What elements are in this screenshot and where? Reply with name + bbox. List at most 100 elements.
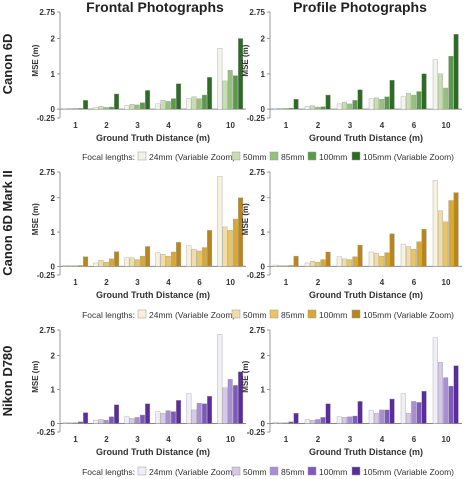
bar-3-4 xyxy=(139,255,145,267)
legend-row-2: Focal lengths: 24mm (Variable Zoom) 50mm 85… xyxy=(82,309,454,320)
bar-2-4 xyxy=(108,106,114,110)
x-tick-label: 10 xyxy=(226,435,235,444)
bar-6-4 xyxy=(201,403,207,424)
bar-10-4 xyxy=(232,385,238,424)
bar-6-3 xyxy=(411,249,417,267)
bar-6-1 xyxy=(186,245,192,267)
y-axis-label: MSE (m) xyxy=(241,44,250,76)
x-tick-label: 1 xyxy=(73,435,78,444)
bar-3-2 xyxy=(342,258,347,267)
legend-label-4: 100mm xyxy=(319,467,347,477)
x-tick-label: 1 xyxy=(284,121,289,130)
bar-2-4 xyxy=(320,106,326,110)
bar-6-1 xyxy=(186,98,192,110)
x-tick-label: 2 xyxy=(316,435,321,444)
bar-1-4 xyxy=(288,265,294,267)
x-tick-label: 10 xyxy=(442,121,451,130)
bar-10-3 xyxy=(227,230,233,267)
legend-label-5: 105mm (Variable Zoom) xyxy=(363,310,454,320)
bar-1-5 xyxy=(83,412,89,424)
x-tick-label: 2 xyxy=(104,278,109,287)
bar-4-3 xyxy=(379,409,385,424)
x-tick-label: 4 xyxy=(380,121,385,130)
x-tick-label: 6 xyxy=(197,121,202,130)
legend-label-2: 50mm xyxy=(243,310,267,320)
chart-panel-6: -0.250 1 2 2.75 MSE (m) 1 2 3 4 6 10 Ground Truth D… xyxy=(241,326,462,457)
y-tick-label: 0 xyxy=(261,105,266,114)
bar-10-3 xyxy=(227,379,233,424)
bar-4-5 xyxy=(176,242,182,267)
x-tick-label: 6 xyxy=(412,278,417,287)
legend-swatch-1 xyxy=(137,466,147,476)
y-tick-label: -0.25 xyxy=(37,271,56,280)
bar-10-5 xyxy=(453,192,459,267)
y-axis-label: MSE (m) xyxy=(31,203,40,235)
y-tick-label: 0 xyxy=(261,420,266,429)
bar-1-4 xyxy=(77,108,83,110)
column-title-profile: Profile Photographs xyxy=(293,0,427,15)
row-title: Nikon D780 xyxy=(0,346,15,417)
bar-2-3 xyxy=(103,107,109,110)
bar-3-1 xyxy=(336,103,342,110)
bar-2-2 xyxy=(310,261,315,267)
bar-1-5 xyxy=(293,413,299,424)
x-tick-label: 2 xyxy=(316,121,321,130)
bar-3-3 xyxy=(347,103,353,110)
chart-panel-4: -0.250 1 2 2.75 MSE (m) 1 2 3 4 6 10 Ground Truth D… xyxy=(241,168,462,300)
bar-6-3 xyxy=(196,250,202,267)
x-axis-label: Ground Truth Distance (m) xyxy=(309,290,423,300)
bar-2-1 xyxy=(304,106,310,110)
bar-6-5 xyxy=(207,396,213,424)
legend-label-4: 100mm xyxy=(319,152,347,162)
y-tick-label: 2 xyxy=(261,194,266,203)
y-tick-label: 2 xyxy=(51,35,56,44)
bar-3-4 xyxy=(352,415,358,424)
legend-swatch-3 xyxy=(269,151,279,161)
bar-1-2 xyxy=(67,108,73,110)
bar-2-1 xyxy=(304,419,310,424)
legend-prefix: Focal lengths: xyxy=(82,152,135,162)
bar-1-5 xyxy=(83,256,89,267)
bar-4-4 xyxy=(384,96,390,110)
y-tick-label: 2.75 xyxy=(39,8,55,17)
bar-4-2 xyxy=(374,253,379,267)
bar-1-5 xyxy=(83,100,89,110)
bar-6-5 xyxy=(421,73,427,110)
x-tick-label: 4 xyxy=(380,278,385,287)
y-tick-label: 0 xyxy=(51,262,56,271)
bar-2-5 xyxy=(325,251,331,267)
bar-2-2 xyxy=(310,105,315,110)
bar-2-4 xyxy=(108,258,114,267)
legend-label-2: 50mm xyxy=(243,467,267,477)
bar-3-5 xyxy=(357,89,363,110)
bar-4-1 xyxy=(155,252,161,267)
x-tick-label: 10 xyxy=(442,278,451,287)
y-tick-label: 2 xyxy=(261,35,266,44)
bar-4-3 xyxy=(165,255,171,267)
bar-1-3 xyxy=(72,108,78,110)
bar-4-2 xyxy=(160,254,166,267)
bar-1-3 xyxy=(283,265,289,267)
legend-label-3: 85mm xyxy=(281,467,305,477)
x-tick-label: 2 xyxy=(104,121,109,130)
y-tick-label: 2.75 xyxy=(39,326,55,335)
legend-swatch-5 xyxy=(351,466,361,476)
bar-6-2 xyxy=(406,246,411,267)
bar-6-5 xyxy=(207,230,213,267)
y-tick-label: 2.75 xyxy=(39,168,55,177)
bar-10-5 xyxy=(238,38,244,110)
bar-4-1 xyxy=(155,411,161,424)
bar-4-5 xyxy=(389,398,395,424)
legend-swatch-3 xyxy=(269,309,279,319)
bar-1-4 xyxy=(77,421,83,424)
bar-3-1 xyxy=(336,256,342,267)
bar-10-3 xyxy=(443,87,449,110)
bar-4-3 xyxy=(379,99,385,110)
bar-6-4 xyxy=(201,94,207,110)
bar-4-2 xyxy=(160,413,166,424)
bar-10-1 xyxy=(217,48,223,110)
legend-swatch-2 xyxy=(231,309,241,319)
bar-2-4 xyxy=(320,417,326,424)
bar-1-2 xyxy=(67,422,73,424)
bar-4-2 xyxy=(160,100,166,110)
